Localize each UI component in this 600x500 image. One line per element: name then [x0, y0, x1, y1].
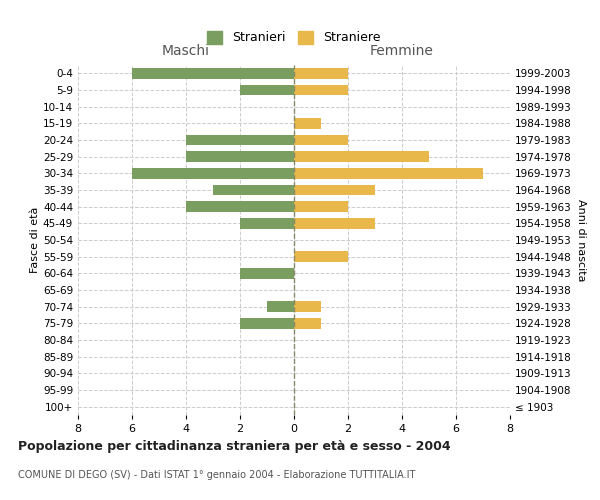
Bar	[294, 118, 321, 128]
Legend: Stranieri, Straniere: Stranieri, Straniere	[202, 26, 386, 50]
Bar	[240, 318, 294, 329]
Bar	[186, 134, 294, 145]
Bar	[294, 84, 348, 96]
Bar	[240, 218, 294, 229]
Bar	[267, 301, 294, 312]
Bar	[294, 218, 375, 229]
Text: Popolazione per cittadinanza straniera per età e sesso - 2004: Popolazione per cittadinanza straniera p…	[18, 440, 451, 453]
Bar	[294, 301, 321, 312]
Y-axis label: Fasce di età: Fasce di età	[30, 207, 40, 273]
Bar	[294, 251, 348, 262]
Bar	[294, 68, 348, 78]
Bar	[132, 168, 294, 179]
Bar	[186, 202, 294, 212]
Y-axis label: Anni di nascita: Anni di nascita	[575, 198, 586, 281]
Bar	[186, 152, 294, 162]
Bar	[294, 318, 321, 329]
Text: Femmine: Femmine	[370, 44, 434, 58]
Bar	[294, 184, 375, 196]
Bar	[294, 202, 348, 212]
Bar	[240, 268, 294, 279]
Bar	[294, 168, 483, 179]
Bar	[294, 152, 429, 162]
Text: Maschi: Maschi	[162, 44, 210, 58]
Bar	[294, 134, 348, 145]
Bar	[132, 68, 294, 78]
Text: COMUNE DI DEGO (SV) - Dati ISTAT 1° gennaio 2004 - Elaborazione TUTTITALIA.IT: COMUNE DI DEGO (SV) - Dati ISTAT 1° genn…	[18, 470, 415, 480]
Bar	[240, 84, 294, 96]
Bar	[213, 184, 294, 196]
